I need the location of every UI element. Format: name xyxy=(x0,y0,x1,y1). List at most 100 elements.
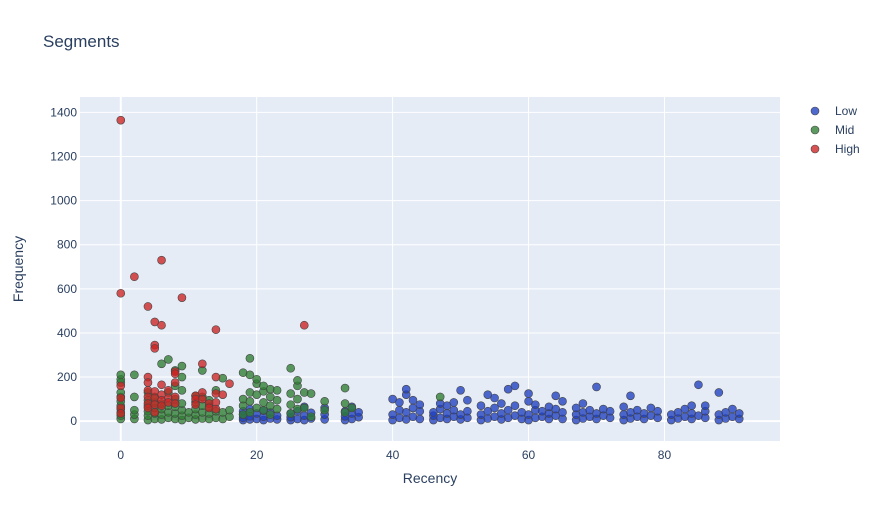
data-point xyxy=(191,400,200,409)
x-tick-label: 0 xyxy=(117,448,124,462)
series-high xyxy=(116,115,309,418)
legend-label: High xyxy=(835,142,860,156)
data-point xyxy=(531,400,540,409)
data-point xyxy=(157,401,166,411)
data-point xyxy=(340,408,350,417)
data-point xyxy=(218,390,228,399)
data-points xyxy=(116,115,744,425)
data-point xyxy=(177,385,187,395)
data-point xyxy=(476,401,486,411)
data-point xyxy=(320,405,329,415)
data-point xyxy=(578,399,588,408)
plot-area xyxy=(80,97,780,441)
data-point xyxy=(286,400,295,409)
data-point xyxy=(177,361,187,371)
y-tick-label: 400 xyxy=(57,326,77,340)
legend-marker xyxy=(810,144,820,154)
data-point xyxy=(150,408,160,417)
data-point xyxy=(551,391,561,401)
data-point xyxy=(551,404,561,414)
data-point xyxy=(497,409,506,418)
data-point xyxy=(687,401,696,411)
data-point xyxy=(293,376,302,385)
data-point xyxy=(646,403,656,413)
data-point xyxy=(347,403,357,413)
data-point xyxy=(463,395,472,405)
data-point xyxy=(150,344,160,353)
data-point xyxy=(225,405,234,415)
data-point xyxy=(150,317,160,327)
data-point xyxy=(449,405,459,415)
data-point xyxy=(408,395,418,405)
data-point xyxy=(524,389,533,398)
data-point xyxy=(272,395,282,405)
data-point xyxy=(483,406,493,416)
data-point xyxy=(130,405,139,415)
data-point xyxy=(503,384,513,394)
data-point xyxy=(299,320,309,330)
data-point xyxy=(299,403,309,413)
y-tick-label: 1200 xyxy=(50,150,77,164)
data-point xyxy=(449,398,459,407)
data-point xyxy=(497,399,506,408)
data-point xyxy=(558,397,567,406)
data-point xyxy=(429,408,438,417)
data-point xyxy=(415,400,425,409)
data-point xyxy=(164,385,173,395)
data-point xyxy=(116,370,126,380)
x-axis-ticks: 0 20 40 60 80 xyxy=(117,448,671,462)
data-point xyxy=(116,381,126,391)
data-point xyxy=(490,393,499,403)
data-point xyxy=(619,402,628,412)
data-point xyxy=(116,115,126,125)
legend-marker xyxy=(810,125,820,135)
data-point xyxy=(653,406,662,416)
x-tick-label: 40 xyxy=(386,448,400,462)
data-point xyxy=(592,382,601,392)
data-point xyxy=(164,355,173,364)
data-point xyxy=(177,372,187,382)
data-point xyxy=(510,401,520,411)
data-point xyxy=(714,388,724,397)
data-point xyxy=(157,359,166,369)
data-point xyxy=(510,381,520,391)
y-axis-title: Frequency xyxy=(10,236,26,302)
data-point xyxy=(170,378,180,387)
data-point xyxy=(293,394,302,404)
x-tick-label: 80 xyxy=(658,448,672,462)
data-point xyxy=(245,354,255,363)
legend-item-mid[interactable]: Mid xyxy=(810,123,854,137)
data-point xyxy=(558,408,567,417)
data-point xyxy=(143,378,153,387)
data-point xyxy=(415,414,425,424)
data-point xyxy=(721,408,730,417)
data-point xyxy=(700,401,710,411)
chart-title: Segments xyxy=(43,32,120,51)
legend[interactable]: Low Mid High xyxy=(810,104,860,156)
data-point xyxy=(734,409,744,418)
data-point xyxy=(286,409,295,418)
data-point xyxy=(245,397,255,406)
data-point xyxy=(510,411,520,420)
data-point xyxy=(259,398,268,407)
legend-label: Mid xyxy=(835,123,854,137)
y-tick-label: 200 xyxy=(57,370,77,384)
data-point xyxy=(673,408,683,417)
data-point xyxy=(354,408,363,417)
y-tick-label: 600 xyxy=(57,282,77,296)
data-point xyxy=(170,399,180,408)
data-point xyxy=(116,409,126,418)
data-point xyxy=(130,392,139,402)
x-axis-title: Recency xyxy=(403,470,457,486)
data-point xyxy=(456,385,465,395)
data-point xyxy=(585,405,595,415)
data-point xyxy=(211,372,221,382)
legend-marker xyxy=(810,106,820,116)
legend-item-low[interactable]: Low xyxy=(810,104,857,118)
data-point xyxy=(252,374,261,384)
data-point xyxy=(694,380,703,390)
legend-item-high[interactable]: High xyxy=(810,142,860,156)
legend-label: Low xyxy=(835,104,857,118)
data-point xyxy=(211,325,221,334)
